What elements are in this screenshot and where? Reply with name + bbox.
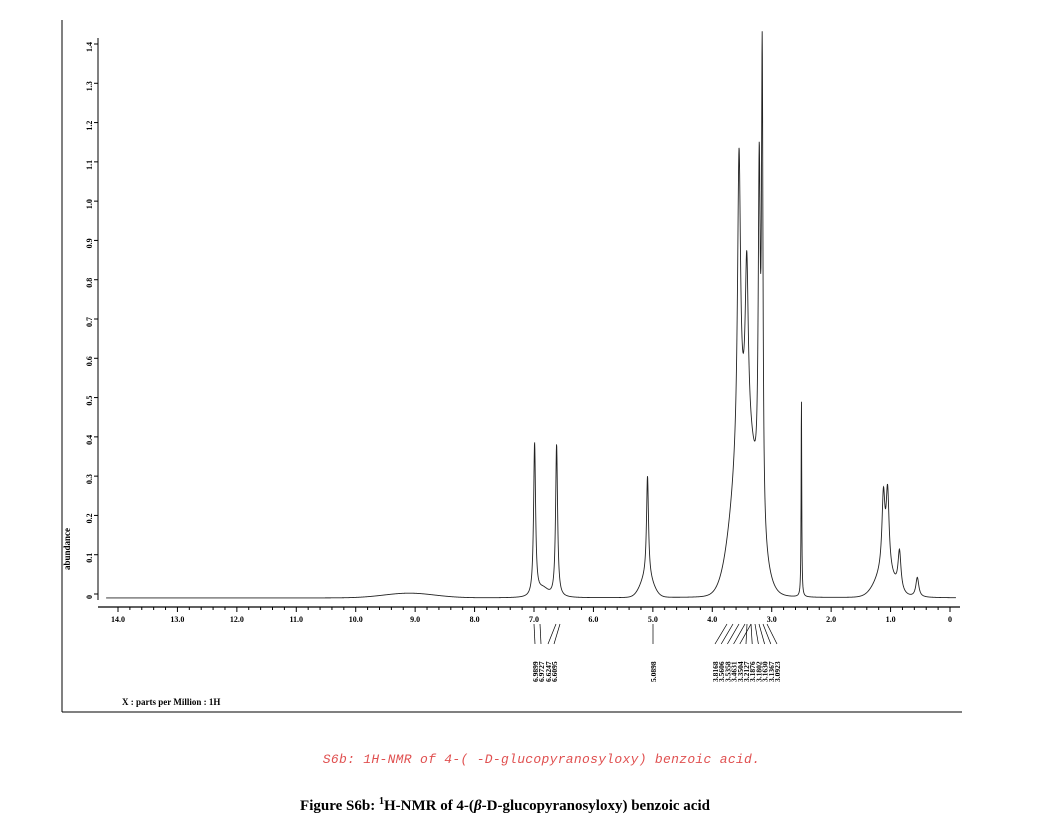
x-axis-ticks: 14.0 13.0 12.0 11.0 10.0 9.0 8.0 7.0 6.0 5.0 4.0 3.… — [111, 607, 952, 624]
peak-label: 3.5358 — [723, 661, 732, 682]
y-tick-label: 0.4 — [85, 435, 94, 445]
nmr-spectrum-chart: 0 0.1 0.2 0.3 0.4 0.5 0.6 0.7 0.8 0.9 1.0 1.1 1.2 1.3… — [61, 20, 962, 713]
x-tick-label: 1.0 — [886, 615, 896, 624]
figure-caption-text-b: -D-glucopyranosyloxy) benzoic acid — [481, 798, 710, 814]
peak-leader-line — [533, 623, 536, 645]
peak-leader-line — [766, 623, 778, 645]
peak-leader-line — [539, 623, 542, 645]
y-tick-label: 0.1 — [85, 553, 94, 563]
peak-leader-line — [733, 623, 746, 645]
y-tick-label: 0.2 — [85, 513, 94, 523]
y-tick-label: 0.3 — [85, 474, 94, 484]
peak-label: 3.4631 — [730, 661, 739, 682]
x-tick-label: 8.0 — [470, 615, 480, 624]
peak-label: 5.0898 — [649, 661, 658, 682]
peak-label: 3.3504 — [736, 661, 745, 682]
x-tick-label: 6.0 — [588, 615, 598, 624]
figure-caption-beta: β — [473, 798, 482, 814]
peak-leader-line — [754, 623, 759, 645]
y-tick-label: 1.2 — [85, 121, 94, 131]
peak-leader-line — [762, 623, 772, 645]
peak-label: 6.9727 — [537, 661, 546, 682]
peak-label: 6.6247 — [544, 661, 553, 682]
figure-caption-sup: 1 — [378, 796, 384, 807]
y-tick-label: 1.4 — [85, 42, 94, 52]
x-tick-label: 9.0 — [410, 615, 420, 624]
y-tick-label: 1.1 — [85, 160, 94, 170]
peak-leader-line — [750, 623, 753, 645]
peak-label: 6.9899 — [531, 661, 540, 682]
peak-leader-line — [727, 623, 740, 645]
x-tick-label: 4.0 — [707, 615, 717, 624]
x-tick-label: 7.0 — [529, 615, 539, 624]
peak-label: 3.2127 — [742, 661, 751, 682]
peak-leader-line — [739, 623, 752, 645]
y-tick-label: 0.5 — [85, 396, 94, 406]
peak-label: 3.0923 — [773, 661, 782, 682]
x-axis-label: X : parts per Million : 1H — [122, 697, 220, 707]
y-tick-label: 0 — [85, 595, 94, 599]
peak-leader-line — [553, 623, 561, 645]
peak-leader-line — [547, 623, 557, 645]
peak-leader-line — [720, 623, 734, 645]
x-tick-label: 11.0 — [290, 615, 304, 624]
spectrum-trace — [106, 31, 956, 599]
figure-caption-text-a: H-NMR of 4-( — [383, 798, 474, 814]
y-axis-ticks: 0 0.1 0.2 0.3 0.4 0.5 0.6 0.7 0.8 0.9 1.0 1.1 1.2 1.3… — [85, 42, 98, 599]
x-tick-label: 12.0 — [230, 615, 244, 624]
y-tick-label: 1.3 — [85, 81, 94, 91]
peak-leader-line — [745, 623, 748, 645]
red-subtitle: S6b: 1H-NMR of 4-( -D-glucopyranosyloxy)… — [322, 752, 761, 767]
x-tick-label: 13.0 — [170, 615, 184, 624]
y-axis-label: abundance — [62, 528, 72, 570]
peak-leader-line — [758, 623, 765, 645]
peak-label: 6.6095 — [550, 661, 559, 682]
peak-label: 3.1630 — [761, 661, 770, 682]
y-tick-label: 0.6 — [85, 356, 94, 366]
y-tick-label: 0.7 — [85, 317, 94, 327]
peak-label: 3.1876 — [748, 661, 757, 682]
peak-leader-line — [714, 623, 728, 645]
peak-label: 3.5606 — [717, 661, 726, 682]
y-tick-label: 1.0 — [85, 199, 94, 209]
x-tick-label: 14.0 — [111, 615, 125, 624]
y-tick-label: 0.8 — [85, 278, 94, 288]
x-tick-label: 2.0 — [826, 615, 836, 624]
x-tick-label: 3.0 — [767, 615, 777, 624]
x-tick-label: 5.0 — [648, 615, 658, 624]
y-tick-label: 0.9 — [85, 238, 94, 248]
x-tick-label: 0 — [948, 615, 952, 624]
figure-caption: Figure S6b: 1H-NMR of 4-(β-D-glucopyrano… — [0, 796, 1010, 815]
peak-label: 3.8168 — [711, 661, 720, 682]
x-tick-label: 10.0 — [349, 615, 363, 624]
figure-caption-prefix: Figure S6b: — [300, 798, 379, 814]
peak-label: 3.1367 — [767, 661, 776, 682]
peak-label: 3.1802 — [754, 661, 763, 682]
